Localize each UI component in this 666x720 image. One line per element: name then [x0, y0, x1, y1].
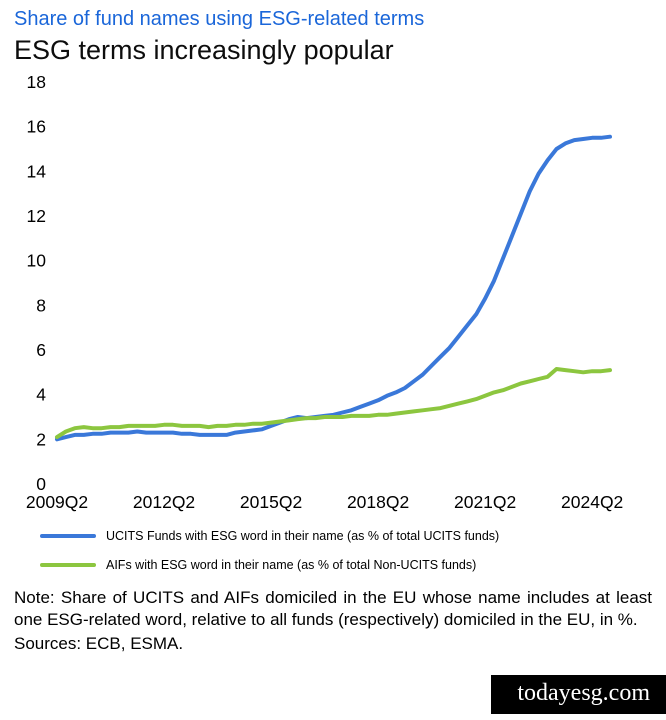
legend-label-ucits: UCITS Funds with ESG word in their name …	[106, 529, 500, 544]
svg-text:10: 10	[27, 251, 47, 271]
legend-swatch-aifs-icon	[40, 563, 96, 568]
legend: UCITS Funds with ESG word in their name …	[0, 529, 666, 572]
page: Share of fund names using ESG-related te…	[0, 8, 666, 714]
svg-text:2024Q2: 2024Q2	[561, 492, 623, 512]
svg-text:16: 16	[27, 117, 46, 137]
page-title: ESG terms increasingly popular	[14, 35, 394, 65]
chart: 0 2 4 6 8 10 12 14 16 18 2009Q2 2012Q2 2015Q2 2018Q2 2…	[0, 68, 666, 515]
svg-text:2021Q2: 2021Q2	[454, 492, 516, 512]
svg-text:6: 6	[36, 340, 46, 360]
svg-text:2012Q2: 2012Q2	[133, 492, 195, 512]
svg-text:2015Q2: 2015Q2	[240, 492, 302, 512]
note-text: Note: Share of UCITS and AIFs domiciled …	[14, 588, 652, 630]
svg-text:2: 2	[36, 429, 46, 449]
chart-subtitle: Share of fund names using ESG-related te…	[14, 8, 425, 30]
svg-text:2018Q2: 2018Q2	[347, 492, 409, 512]
legend-item-ucits: UCITS Funds with ESG word in their name …	[40, 529, 666, 543]
legend-swatch-ucits-icon	[40, 534, 96, 539]
svg-text:4: 4	[36, 385, 46, 405]
svg-text:12: 12	[27, 206, 46, 226]
svg-text:0: 0	[36, 474, 46, 494]
sources-text: Sources: ECB, ESMA.	[14, 634, 184, 654]
svg-text:8: 8	[36, 295, 46, 315]
legend-label-aifs: AIFs with ESG word in their name (as % o…	[106, 558, 477, 573]
chart-canvas: 0 2 4 6 8 10 12 14 16 18 2009Q2 2012Q2 2015Q2 2018Q2 2…	[26, 72, 623, 512]
svg-text:14: 14	[27, 161, 47, 181]
legend-item-aifs: AIFs with ESG word in their name (as % o…	[40, 558, 666, 572]
svg-text:18: 18	[27, 72, 46, 92]
svg-text:2009Q2: 2009Q2	[26, 492, 88, 512]
watermark: todayesg.com	[491, 675, 666, 714]
